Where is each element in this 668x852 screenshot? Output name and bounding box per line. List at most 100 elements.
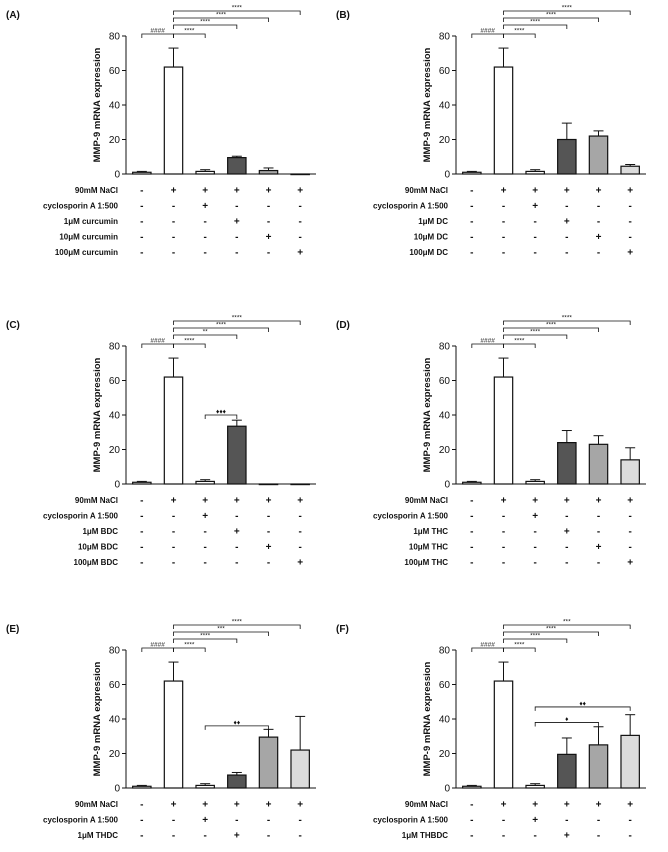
treatment-sign: - bbox=[565, 542, 568, 553]
treatment-sign: - bbox=[140, 232, 143, 243]
treatment-sign: - bbox=[470, 542, 473, 553]
significance-bracket: #### bbox=[471, 28, 504, 38]
treatment-sign: - bbox=[235, 542, 238, 553]
treatment-sign: - bbox=[502, 815, 505, 826]
treatment-sign: - bbox=[470, 496, 473, 507]
bracket-line bbox=[471, 343, 504, 348]
treatment-label: 90mM NaCl bbox=[405, 800, 448, 809]
significance-label: #### bbox=[480, 28, 495, 35]
treatment-sign: - bbox=[172, 831, 175, 842]
significance-label: *** bbox=[217, 626, 225, 633]
significance-bracket: **** bbox=[503, 329, 568, 339]
y-axis-label: MMP-9 mRNA expression bbox=[422, 357, 433, 472]
treatment-label: 90mM NaCl bbox=[75, 800, 118, 809]
treatment-sign: + bbox=[564, 800, 570, 811]
treatment-sign: + bbox=[234, 217, 240, 228]
y-axis-label: MMP-9 mRNA expression bbox=[422, 47, 433, 162]
treatment-sign: - bbox=[235, 511, 238, 522]
y-tick-label: 80 bbox=[109, 342, 121, 353]
treatment-sign: - bbox=[235, 815, 238, 826]
significance-bracket: **** bbox=[173, 315, 301, 325]
treatment-sign: + bbox=[297, 800, 303, 811]
treatment-sign: + bbox=[234, 527, 240, 538]
treatment-sign: + bbox=[171, 800, 177, 811]
bracket-line bbox=[173, 320, 301, 325]
treatment-sign: - bbox=[533, 527, 536, 538]
treatment-sign: - bbox=[597, 248, 600, 259]
bar bbox=[620, 734, 640, 789]
bracket-line bbox=[173, 10, 301, 15]
significance-bracket: **** bbox=[503, 12, 599, 22]
bar bbox=[195, 480, 215, 485]
treatment-sign: - bbox=[470, 232, 473, 243]
bar bbox=[227, 774, 247, 789]
significance-label: **** bbox=[216, 12, 227, 19]
chart-panel: (F) 0 20 40 60 80 MMP-9 mRNA expression #### ***… bbox=[336, 619, 646, 852]
significance-bracket: **** bbox=[503, 322, 599, 332]
treatment-label: cyclosporin A 1:500 bbox=[43, 202, 119, 211]
bracket-line bbox=[503, 624, 631, 629]
treatment-sign: + bbox=[266, 232, 272, 243]
treatment-sign: - bbox=[628, 815, 631, 826]
significance-bracket: **** bbox=[173, 619, 301, 629]
treatment-sign: - bbox=[298, 511, 301, 522]
bar bbox=[290, 749, 310, 789]
significance-label: **** bbox=[216, 322, 227, 329]
significance-bracket: **** bbox=[173, 19, 238, 29]
treatment-sign: - bbox=[470, 186, 473, 197]
y-tick-label: 40 bbox=[439, 101, 451, 112]
treatment-sign: + bbox=[297, 186, 303, 197]
treatment-sign: - bbox=[267, 831, 270, 842]
significance-bracket: ♦♦ bbox=[534, 700, 631, 711]
significance-label: **** bbox=[530, 19, 541, 26]
treatment-sign: - bbox=[470, 248, 473, 259]
treatment-sign: + bbox=[596, 800, 602, 811]
treatment-sign: - bbox=[502, 201, 505, 212]
treatment-sign: - bbox=[597, 217, 600, 228]
panel-label: (E) bbox=[6, 624, 19, 635]
treatment-sign: - bbox=[267, 815, 270, 826]
y-tick-label: 0 bbox=[444, 170, 450, 181]
treatment-sign: - bbox=[628, 542, 631, 553]
bracket-line bbox=[503, 320, 631, 325]
significance-label: **** bbox=[184, 642, 195, 649]
treatment-sign: - bbox=[140, 831, 143, 842]
treatment-sign: + bbox=[234, 496, 240, 507]
treatment-sign: - bbox=[140, 527, 143, 538]
treatment-sign: + bbox=[202, 186, 208, 197]
significance-bracket: ** bbox=[173, 329, 238, 339]
bracket-line bbox=[503, 17, 599, 22]
significance-bracket: **** bbox=[503, 315, 631, 325]
bracket-line bbox=[173, 647, 206, 652]
treatment-sign: - bbox=[533, 217, 536, 228]
treatment-sign: - bbox=[470, 201, 473, 212]
y-tick-label: 20 bbox=[109, 135, 121, 146]
treatment-sign: - bbox=[533, 831, 536, 842]
treatment-sign: + bbox=[532, 201, 538, 212]
chart-panel: (E) 0 20 40 60 80 MMP-9 mRNA expression #### ***… bbox=[6, 619, 316, 852]
treatment-sign: - bbox=[172, 815, 175, 826]
treatment-sign: - bbox=[172, 527, 175, 538]
treatment-sign: + bbox=[532, 815, 538, 826]
treatment-sign: - bbox=[565, 248, 568, 259]
y-tick-label: 60 bbox=[109, 66, 121, 77]
bracket-line bbox=[173, 327, 269, 332]
treatment-label: 90mM NaCl bbox=[405, 496, 448, 505]
significance-bracket: ♦♦ bbox=[204, 719, 269, 730]
treatment-sign: - bbox=[203, 248, 206, 259]
significance-bracket: **** bbox=[173, 633, 238, 643]
y-tick-label: 40 bbox=[439, 411, 451, 422]
significance-label: **** bbox=[546, 12, 557, 19]
bar bbox=[227, 425, 247, 485]
treatment-label: 100μM THC bbox=[404, 558, 448, 567]
treatment-sign: - bbox=[203, 558, 206, 569]
treatment-sign: - bbox=[502, 558, 505, 569]
treatment-sign: - bbox=[203, 217, 206, 228]
bar bbox=[290, 483, 310, 486]
bracket-line bbox=[141, 343, 174, 348]
bracket-line bbox=[173, 631, 269, 636]
treatment-sign: + bbox=[202, 496, 208, 507]
chart-panel: (D) 0 20 40 60 80 MMP-9 mRNA expression #### ***… bbox=[336, 315, 646, 569]
treatment-sign: - bbox=[533, 558, 536, 569]
significance-label: **** bbox=[546, 322, 557, 329]
